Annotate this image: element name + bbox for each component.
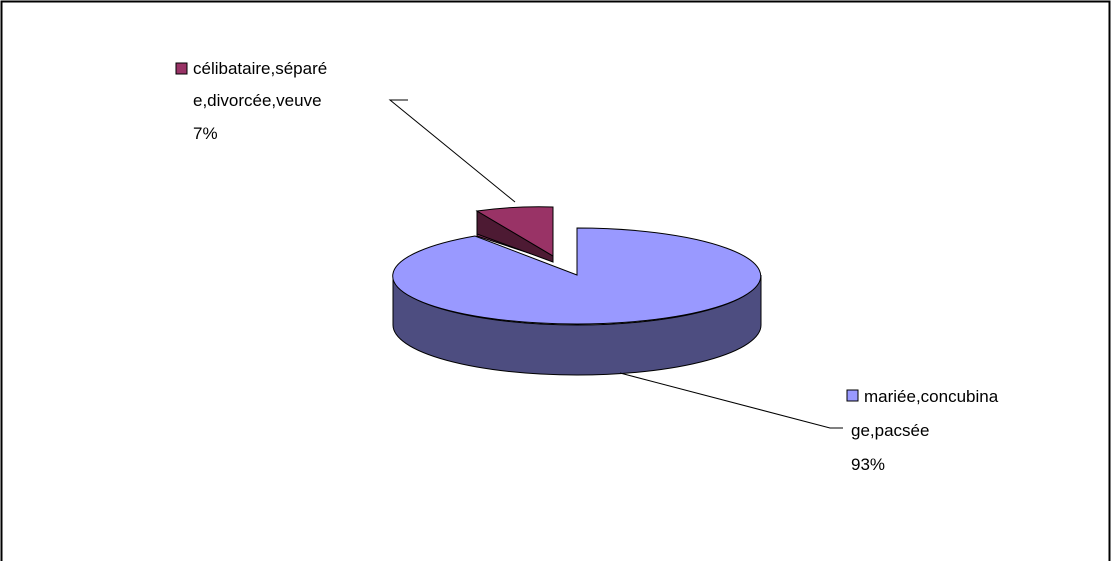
pie-slice-single-top xyxy=(475,206,554,257)
label-married-percent: 93% xyxy=(851,455,885,474)
label-single-line2: e,divorcée,veuve xyxy=(193,91,322,110)
label-married-line2: ge,pacsée xyxy=(851,421,929,440)
pie-slice-single xyxy=(475,206,554,263)
legend-swatch-married xyxy=(846,389,859,402)
leader-line-single xyxy=(388,99,516,203)
leader-line-married xyxy=(619,372,843,429)
data-label-single: célibataire,séparé e,divorcée,veuve 7% xyxy=(175,59,327,143)
label-married-line1: mariée,concubina xyxy=(864,387,999,406)
pie-slice-married-top xyxy=(392,227,762,325)
label-single-line1: célibataire,séparé xyxy=(193,59,327,78)
legend-swatch-single xyxy=(175,62,188,75)
data-label-married: mariée,concubina ge,pacsée 93% xyxy=(846,387,999,474)
label-single-percent: 7% xyxy=(193,124,218,143)
pie-slice-married xyxy=(392,227,762,376)
pie-slice-married-side xyxy=(392,274,762,376)
